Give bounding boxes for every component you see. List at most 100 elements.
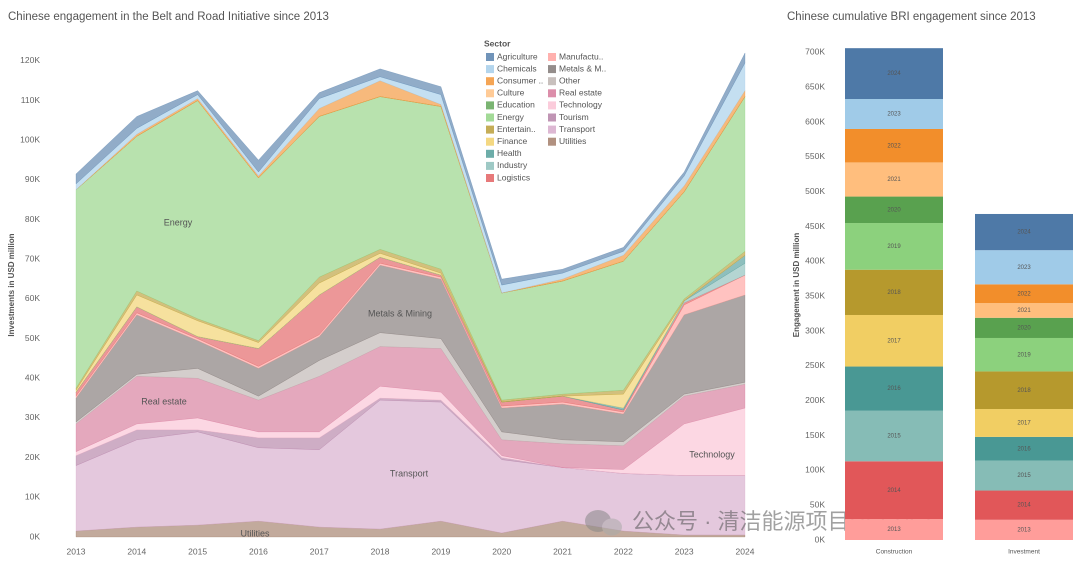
legend-label: Utilities <box>559 136 586 146</box>
y-tick-label: 200K <box>805 395 825 405</box>
legend-swatch <box>486 137 494 146</box>
area-annotation: Transport <box>390 468 429 478</box>
segment-label: 2020 <box>1017 325 1031 331</box>
bar-segment <box>845 48 943 100</box>
x-tick-label: Investment <box>1008 549 1040 556</box>
bar-segment <box>975 460 1073 491</box>
legend-swatch <box>548 125 556 134</box>
y-tick-label: 50K <box>25 333 40 343</box>
legend-swatch <box>486 174 494 182</box>
legend-label: Entertain.. <box>497 124 536 134</box>
y-tick-label: 50K <box>810 499 825 509</box>
bar-segment <box>975 250 1073 285</box>
legend-swatch <box>548 89 556 98</box>
x-tick-label: 2013 <box>67 546 86 556</box>
y-axis-label: Investments in USD million <box>7 233 16 336</box>
legend-label: Agriculture <box>497 51 538 61</box>
legend-label: Manufactu.. <box>559 51 603 61</box>
bar-segment <box>845 223 943 270</box>
x-tick-label: 2016 <box>249 546 268 556</box>
legend-swatch <box>486 101 494 110</box>
legend-swatch <box>486 65 494 74</box>
y-tick-label: 300K <box>805 325 825 335</box>
bar-segment <box>845 128 943 163</box>
area-annotation: Technology <box>689 449 735 459</box>
legend-label: Education <box>497 100 535 110</box>
legend-label: Technology <box>559 100 603 110</box>
bar-segment <box>975 519 1073 540</box>
legend-title: Sector <box>484 38 511 48</box>
y-tick-label: 80K <box>25 214 40 224</box>
x-tick-label: 2022 <box>614 546 633 556</box>
bar-segment <box>845 99 943 129</box>
bar-segment <box>975 284 1073 304</box>
bar-segment <box>975 213 1073 251</box>
x-tick-label: 2014 <box>127 546 146 556</box>
y-tick-label: 120K <box>20 55 40 65</box>
x-tick-label: 2023 <box>675 546 694 556</box>
segment-label: 2023 <box>887 112 901 118</box>
legend-label: Tourism <box>559 112 589 122</box>
bar-segment <box>845 162 943 197</box>
area-title: Chinese engagement in the Belt and Road … <box>8 11 329 23</box>
segment-label: 2018 <box>887 290 901 296</box>
y-tick-label: 350K <box>805 290 825 300</box>
segment-label: 2018 <box>1017 388 1031 394</box>
segment-label: 2020 <box>887 207 901 213</box>
area-annotation: Real estate <box>141 396 187 406</box>
bar-segment <box>975 371 1073 410</box>
segment-label: 2013 <box>887 527 901 533</box>
y-tick-label: 60K <box>25 293 40 303</box>
legend-swatch <box>486 161 494 170</box>
segment-label: 2016 <box>887 386 901 392</box>
y-tick-label: 70K <box>25 254 40 264</box>
y-tick-label: 450K <box>805 221 825 231</box>
legend-label: Logistics <box>497 172 530 182</box>
y-axis-label: Engagement in USD million <box>792 233 801 338</box>
segment-label: 2015 <box>1017 473 1031 479</box>
legend-label: Energy <box>497 112 525 122</box>
legend-label: Transport <box>559 124 596 134</box>
y-tick-label: 100K <box>20 135 40 145</box>
legend-label: Consumer .. <box>497 75 543 85</box>
legend-label: Health <box>497 148 522 158</box>
y-tick-label: 10K <box>25 492 40 502</box>
bar-segment <box>845 366 943 411</box>
bar-segment <box>975 436 1073 461</box>
segment-label: 2021 <box>887 177 901 183</box>
x-tick-label: 2017 <box>310 546 329 556</box>
segment-label: 2019 <box>887 244 901 250</box>
area <box>75 52 746 286</box>
legend-label: Metals & M.. <box>559 63 606 73</box>
legend-swatch <box>486 113 494 122</box>
legend-swatch <box>548 77 556 86</box>
segment-label: 2023 <box>1017 265 1031 271</box>
legend-swatch <box>486 77 494 86</box>
y-tick-label: 90K <box>25 174 40 184</box>
bar-segment <box>975 317 1073 338</box>
bar-segment <box>845 461 943 520</box>
area-annotation: Utilities <box>240 528 270 538</box>
area-annotation: Metals & Mining <box>368 308 432 318</box>
bar-segment <box>845 269 943 315</box>
y-tick-label: 650K <box>805 81 825 91</box>
bar-segment <box>975 303 1073 318</box>
segment-label: 2014 <box>887 488 901 494</box>
y-tick-label: 150K <box>805 430 825 440</box>
legend-swatch <box>548 65 556 74</box>
legend-swatch <box>548 101 556 110</box>
y-tick-label: 500K <box>805 186 825 196</box>
y-tick-label: 550K <box>805 151 825 161</box>
legend-label: Finance <box>497 136 528 146</box>
legend-label: Industry <box>497 160 528 170</box>
y-tick-label: 250K <box>805 360 825 370</box>
y-tick-label: 600K <box>805 116 825 126</box>
segment-label: 2024 <box>887 71 901 77</box>
segment-label: 2021 <box>1017 308 1031 314</box>
y-tick-label: 20K <box>25 452 40 462</box>
bar-segment <box>975 337 1073 372</box>
bar-segment <box>975 409 1073 437</box>
segment-label: 2024 <box>1017 230 1031 236</box>
legend-swatch <box>486 53 494 61</box>
